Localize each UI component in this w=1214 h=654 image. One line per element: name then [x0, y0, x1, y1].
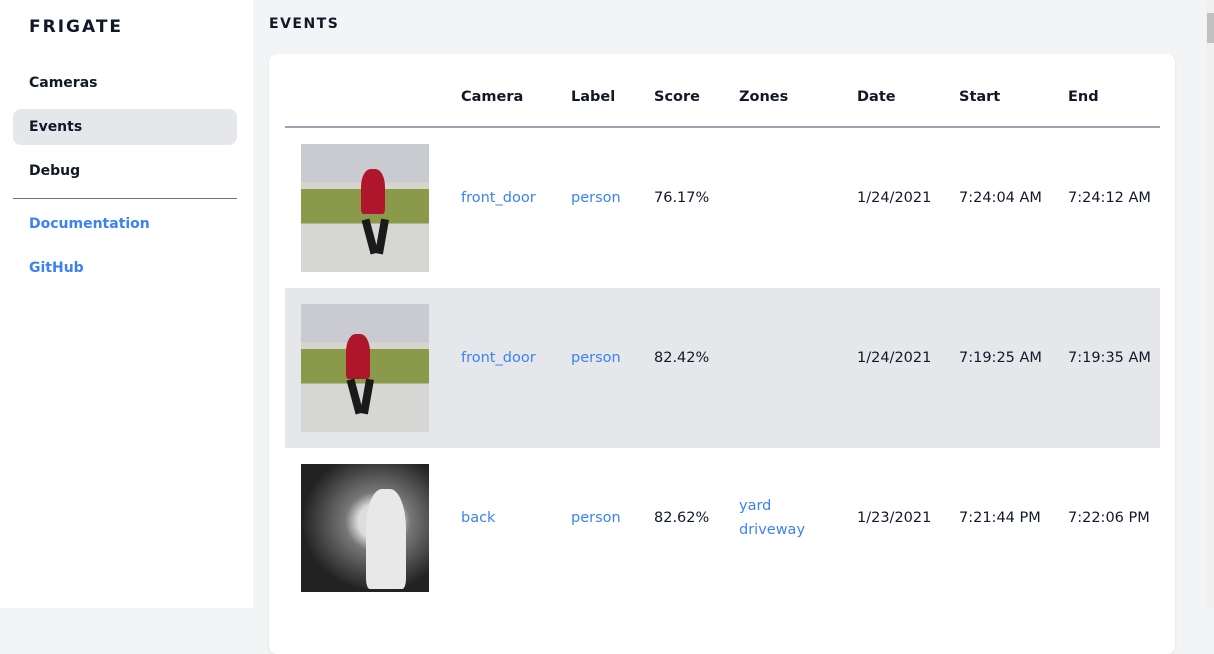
- camera-link[interactable]: back: [461, 510, 496, 526]
- sidebar: FRIGATE Cameras Events Debug Documentati…: [0, 0, 253, 608]
- page-title: EVENTS: [269, 16, 340, 32]
- header-zones: Zones: [739, 89, 789, 105]
- score-cell: 76.17%: [654, 190, 710, 206]
- table-header: Camera Label Score Zones Date Start End: [285, 54, 1160, 128]
- sidebar-link-documentation[interactable]: Documentation: [29, 216, 150, 232]
- score-cell: 82.42%: [654, 350, 710, 366]
- header-score: Score: [654, 89, 700, 105]
- score-cell: 82.62%: [654, 510, 710, 526]
- start-cell: 7:21:44 PM: [959, 510, 1041, 526]
- scrollbar-thumb[interactable]: [1207, 13, 1214, 43]
- sidebar-link-github[interactable]: GitHub: [29, 260, 84, 276]
- end-cell: 7:24:12 AM: [1068, 190, 1151, 206]
- table-row[interactable]: front_door person 82.42% 1/24/2021 7:19:…: [285, 288, 1160, 448]
- start-cell: 7:24:04 AM: [959, 190, 1042, 206]
- table-row[interactable]: back person 82.62% yard driveway 1/23/202…: [285, 448, 1160, 608]
- start-cell: 7:19:25 AM: [959, 350, 1042, 366]
- scrollbar[interactable]: [1206, 0, 1214, 608]
- header-end: End: [1068, 89, 1099, 105]
- event-thumbnail[interactable]: [301, 304, 429, 432]
- end-cell: 7:19:35 AM: [1068, 350, 1151, 366]
- camera-link[interactable]: front_door: [461, 350, 536, 366]
- header-start: Start: [959, 89, 1001, 105]
- label-link[interactable]: person: [571, 510, 621, 526]
- sidebar-item-events[interactable]: Events: [13, 109, 237, 145]
- label-link[interactable]: person: [571, 350, 621, 366]
- sidebar-divider: [13, 198, 237, 199]
- events-table: Camera Label Score Zones Date Start End …: [269, 54, 1175, 654]
- zones-cell: yard driveway: [739, 494, 805, 542]
- zone-link[interactable]: driveway: [739, 522, 806, 538]
- label-link[interactable]: person: [571, 190, 621, 206]
- event-thumbnail[interactable]: [301, 144, 429, 272]
- table-row[interactable]: front_door person 76.17% 1/24/2021 7:24:…: [285, 128, 1160, 288]
- end-cell: 7:22:06 PM: [1068, 510, 1150, 526]
- date-cell: 1/24/2021: [857, 190, 932, 206]
- header-date: Date: [857, 89, 896, 105]
- camera-link[interactable]: front_door: [461, 190, 536, 206]
- zone-link[interactable]: yard: [739, 498, 772, 514]
- header-label: Label: [571, 89, 616, 105]
- sidebar-item-debug[interactable]: Debug: [29, 163, 81, 179]
- date-cell: 1/23/2021: [857, 510, 932, 526]
- header-camera: Camera: [461, 89, 524, 105]
- event-thumbnail[interactable]: [301, 464, 429, 592]
- date-cell: 1/24/2021: [857, 350, 932, 366]
- brand-logo[interactable]: FRIGATE: [29, 17, 124, 37]
- sidebar-item-cameras[interactable]: Cameras: [29, 75, 98, 91]
